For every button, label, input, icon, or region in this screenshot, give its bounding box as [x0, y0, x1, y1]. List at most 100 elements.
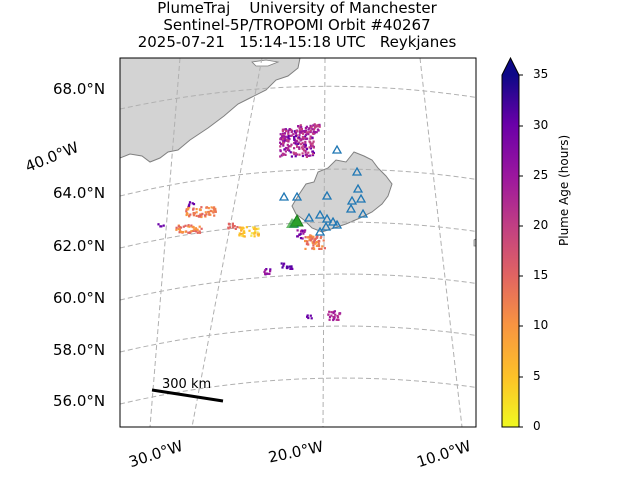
- plume-pixel: [241, 232, 244, 235]
- plume-pixel: [283, 262, 286, 265]
- plume-pixel: [282, 144, 285, 147]
- plume-pixel: [233, 225, 236, 228]
- plume-pixel: [299, 130, 302, 133]
- plume-pixel: [281, 129, 284, 133]
- plume-pixel: [305, 131, 309, 134]
- plume-pixel: [287, 146, 290, 149]
- plume-pixel: [200, 227, 203, 230]
- plume-pixel: [304, 135, 307, 138]
- plume-pixel: [318, 247, 321, 250]
- plume-pixel: [236, 226, 239, 229]
- plume-pixel: [290, 265, 293, 268]
- plume-pixel: [319, 236, 322, 240]
- plume-pixel: [304, 133, 308, 136]
- plume-pixel: [177, 227, 180, 231]
- plume-pixel: [192, 214, 195, 217]
- plume-pixel: [309, 154, 312, 157]
- plume-pixel: [294, 135, 297, 138]
- plume-pixel: [287, 145, 290, 148]
- colorbar-tick-15: 15: [533, 268, 549, 282]
- plume-pixel: [207, 210, 210, 214]
- lat-label-62n: 62.0°N: [53, 237, 106, 255]
- plume-pixel: [212, 207, 215, 210]
- plume-pixel: [287, 148, 290, 151]
- plume-pixel: [304, 129, 307, 132]
- plume-pixel: [330, 314, 333, 317]
- plume-pixel: [314, 242, 317, 245]
- colorbar-tick-5: 5: [533, 369, 541, 383]
- plume-pixel: [186, 212, 189, 215]
- map-area: [120, 58, 476, 427]
- plume-pixel: [328, 310, 331, 313]
- volcano-triangle-icon: [345, 203, 357, 213]
- plume-pixel: [295, 143, 298, 146]
- plume-pixel: [187, 208, 190, 211]
- plume-pixel: [288, 149, 291, 152]
- plume-pixel: [310, 317, 313, 320]
- plume-pixel: [311, 142, 314, 145]
- plume-pixel: [188, 203, 191, 206]
- plume-pixel: [318, 125, 321, 128]
- plume-pixel: [199, 214, 202, 217]
- plume-pixel: [334, 313, 337, 316]
- plume-pixel: [282, 140, 285, 143]
- colorbar-tick-25: 25: [533, 168, 549, 182]
- plume-pixel: [288, 137, 291, 141]
- plume-pixel: [188, 201, 192, 204]
- plume-pixel: [302, 144, 305, 147]
- plume-pixel: [311, 136, 314, 139]
- lat-label-60n: 60.0°N: [53, 289, 106, 307]
- plume-pixel: [313, 239, 316, 242]
- plume-pixel: [315, 131, 318, 134]
- plume-pixel: [311, 150, 314, 153]
- plume-pixel: [304, 153, 307, 157]
- plume-pixel: [300, 126, 303, 129]
- plume-pixel: [280, 143, 283, 146]
- plume-pixel: [281, 152, 284, 155]
- plume-pixel: [287, 136, 290, 139]
- plume-pixel: [302, 149, 305, 152]
- plume-pixel: [305, 155, 308, 158]
- plume-pixel: [302, 229, 305, 232]
- colorbar-tick-0: 0: [533, 419, 541, 433]
- plume-pixel: [294, 132, 297, 135]
- plume-pixel: [304, 140, 307, 143]
- colorbar-label: Plume Age (hours): [557, 134, 571, 246]
- plume-pixel: [307, 316, 310, 320]
- plume-pixel: [279, 145, 282, 148]
- plume-pixel: [282, 141, 285, 145]
- plume-pixel: [298, 134, 301, 137]
- plume-pixel: [287, 132, 290, 135]
- plume-pixel: [311, 128, 314, 131]
- plume-pixel: [306, 314, 309, 317]
- plume-pixel: [304, 229, 307, 232]
- plume-pixel: [309, 135, 312, 138]
- plume-pixel: [295, 140, 298, 143]
- plume-pixel: [269, 270, 272, 273]
- plume-pixel: [307, 154, 310, 157]
- volcano-triangle-icon: [346, 195, 358, 205]
- plume-pixel: [315, 244, 318, 247]
- plume-pixel: [178, 231, 181, 234]
- colorbar-tick-30: 30: [533, 118, 549, 132]
- plume-pixel: [192, 211, 195, 215]
- plume-pixel: [307, 133, 310, 136]
- plume-pixel: [185, 210, 188, 213]
- volcano-triangle-icon: [331, 219, 343, 229]
- plume-pixel: [231, 224, 234, 227]
- plume-pixel: [286, 266, 289, 269]
- plume-pixel: [198, 230, 201, 233]
- volcano-triangle-icon: [351, 166, 363, 176]
- volcano-triangle-icon: [331, 144, 343, 154]
- longitude-gridlines: [149, 58, 476, 427]
- plume-pixel: [312, 140, 315, 143]
- plume-pixel: [238, 234, 241, 237]
- plume-pixel: [290, 134, 293, 137]
- lat-label-64n: 64.0°N: [53, 184, 106, 202]
- plume-pixel: [198, 231, 202, 234]
- plume-pixel: [294, 152, 297, 155]
- plume-pixel: [317, 244, 321, 248]
- plume-pixel: [285, 130, 288, 133]
- plume-pixel: [323, 247, 326, 250]
